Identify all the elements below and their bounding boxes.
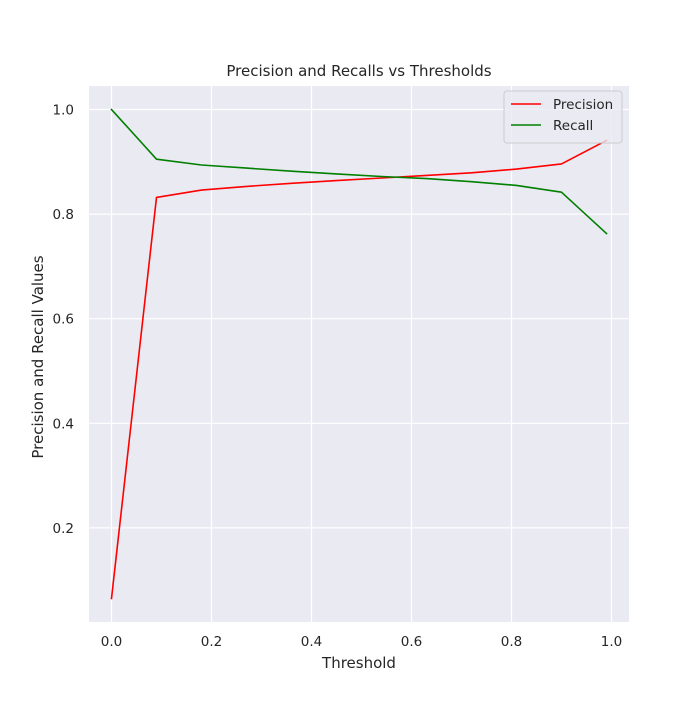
y-tick-label: 1.0 xyxy=(53,103,74,119)
y-axis-label: Precision and Recall Values xyxy=(29,255,47,458)
x-tick-label: 1.0 xyxy=(601,634,622,650)
x-tick-label: 0.4 xyxy=(301,634,322,650)
x-tick-label: 0.2 xyxy=(201,634,222,650)
x-tick-label: 0.0 xyxy=(101,634,122,650)
series-lines xyxy=(110,108,608,600)
tick-labels: 0.0 0.2 0.4 0.6 0.8 1.0 0.2 0.4 0.6 0.8 1.0 xyxy=(53,103,623,650)
legend-label-precision: Precision xyxy=(553,97,613,113)
legend: Precision Recall xyxy=(503,90,623,144)
y-tick-label: 0.4 xyxy=(53,416,74,432)
chart-title: Precision and Recalls vs Thresholds xyxy=(226,62,491,80)
y-tick-label: 0.2 xyxy=(53,521,74,537)
y-tick-label: 0.6 xyxy=(53,312,74,328)
x-axis-label: Threshold xyxy=(321,654,396,672)
legend-label-recall: Recall xyxy=(553,118,593,134)
series-line-precision xyxy=(110,139,608,600)
series-line-recall xyxy=(110,108,608,235)
x-tick-label: 0.8 xyxy=(501,634,522,650)
plot-area xyxy=(89,86,629,622)
y-tick-label: 0.8 xyxy=(53,207,74,223)
x-tick-label: 0.6 xyxy=(401,634,422,650)
